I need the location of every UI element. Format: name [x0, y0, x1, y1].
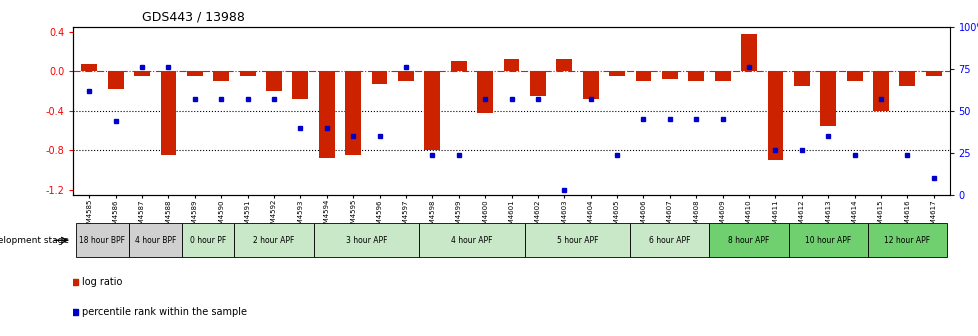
Bar	[372, 71, 387, 84]
Text: development stage: development stage	[0, 236, 68, 245]
Bar	[234, 223, 313, 257]
Text: log ratio: log ratio	[82, 277, 122, 287]
Bar	[450, 61, 467, 71]
Bar	[476, 71, 493, 113]
Bar	[129, 223, 182, 257]
Bar	[81, 65, 97, 71]
Bar	[398, 71, 414, 81]
Text: 18 hour BPF: 18 hour BPF	[79, 236, 125, 245]
Bar	[419, 223, 524, 257]
Bar	[424, 71, 440, 151]
Bar	[108, 71, 123, 89]
Text: 0 hour PF: 0 hour PF	[190, 236, 226, 245]
Text: 6 hour APF: 6 hour APF	[648, 236, 689, 245]
Text: GDS443 / 13988: GDS443 / 13988	[142, 10, 244, 24]
Bar	[213, 71, 229, 81]
Text: percentile rank within the sample: percentile rank within the sample	[82, 307, 246, 317]
Bar	[630, 223, 709, 257]
Text: 2 hour APF: 2 hour APF	[253, 236, 294, 245]
Bar	[867, 223, 946, 257]
Bar	[793, 71, 809, 86]
Bar	[345, 71, 361, 155]
Bar	[714, 71, 730, 81]
Bar	[740, 34, 756, 71]
Bar	[524, 223, 630, 257]
Bar	[767, 71, 782, 160]
Bar	[240, 71, 255, 76]
Bar	[503, 59, 519, 71]
Bar	[820, 71, 835, 126]
Bar	[76, 223, 129, 257]
Bar	[661, 71, 677, 79]
Bar	[709, 223, 788, 257]
Bar	[688, 71, 703, 81]
Text: 4 hour BPF: 4 hour BPF	[134, 236, 176, 245]
Text: 8 hour APF: 8 hour APF	[728, 236, 769, 245]
Bar	[872, 71, 888, 111]
Bar	[529, 71, 546, 96]
Bar	[187, 71, 202, 76]
Bar	[925, 71, 941, 76]
Bar	[292, 71, 308, 99]
Bar	[160, 71, 176, 155]
Bar	[899, 71, 914, 86]
Bar	[313, 223, 419, 257]
Bar	[582, 71, 598, 99]
Bar	[134, 71, 150, 76]
Text: 12 hour APF: 12 hour APF	[883, 236, 929, 245]
Bar	[608, 71, 624, 76]
Bar	[846, 71, 862, 81]
Text: 3 hour APF: 3 hour APF	[345, 236, 386, 245]
Text: 10 hour APF: 10 hour APF	[804, 236, 851, 245]
Bar	[635, 71, 650, 81]
Bar	[556, 58, 572, 71]
Bar	[788, 223, 867, 257]
Bar	[266, 71, 282, 91]
Text: 5 hour APF: 5 hour APF	[556, 236, 598, 245]
Bar	[182, 223, 234, 257]
Bar	[319, 71, 334, 158]
Text: 4 hour APF: 4 hour APF	[451, 236, 492, 245]
